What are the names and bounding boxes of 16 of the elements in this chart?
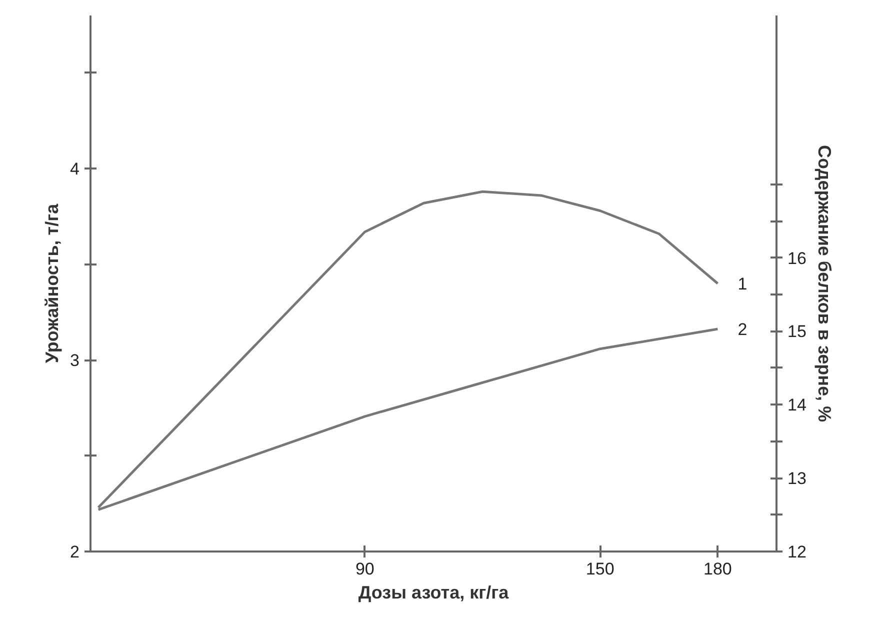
y-tick-label: 4: [70, 160, 80, 179]
y2-tick-label: 13: [788, 469, 806, 488]
y-tick-label: 2: [70, 542, 80, 562]
x-axis-title: Дозы азота, кг/га: [358, 582, 510, 602]
x-tick-label: 180: [704, 560, 732, 578]
y-axis-title: Урожайность, т/га: [42, 202, 62, 364]
x-tick-label: 90: [355, 560, 374, 578]
y2-axis-title: Содержание белков в зерне, %: [814, 145, 834, 422]
series-label: 1: [738, 274, 748, 294]
series-label: 2: [738, 320, 748, 340]
y2-tick-label: 15: [788, 322, 806, 342]
y2-tick-label: 14: [788, 396, 806, 415]
x-tick-label: 150: [586, 560, 614, 578]
y-tick-label: 3: [70, 351, 80, 370]
y2-tick-label: 16: [788, 248, 806, 268]
y2-tick-label: 12: [788, 542, 806, 562]
